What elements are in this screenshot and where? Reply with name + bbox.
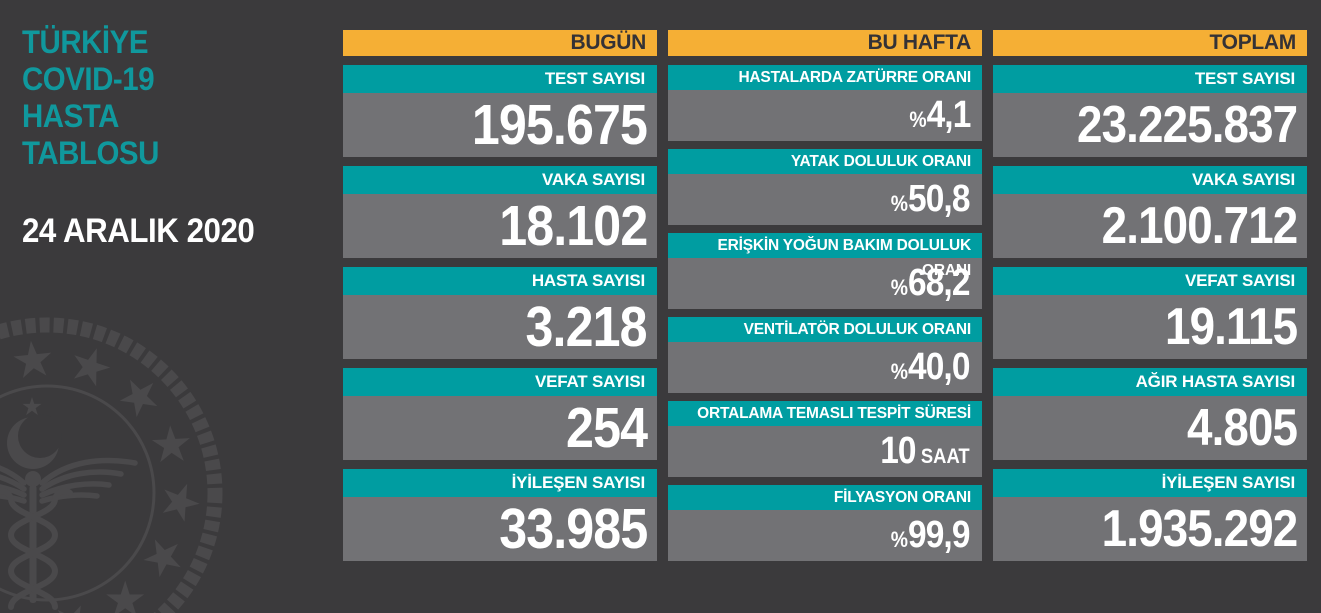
- stat-value-number: 40,0: [908, 346, 970, 388]
- stat-value: %4,1: [668, 90, 982, 141]
- stat-value-prefix: %: [891, 275, 909, 300]
- stat-value: 195.675: [343, 93, 657, 157]
- stat-value-number: 18.102: [498, 194, 648, 258]
- page-title-line: HASTA: [22, 98, 119, 134]
- stat-value-number: 68,2: [908, 262, 970, 304]
- stat-value: 254: [343, 396, 657, 460]
- stat-value: 33.985: [343, 497, 657, 561]
- stat-card-zaturre-orani: HASTALARDA ZATÜRRE ORANI %4,1: [668, 65, 982, 141]
- stat-label: AĞIR HASTA SAYISI: [993, 368, 1307, 396]
- stat-label: VEFAT SAYISI: [343, 368, 657, 396]
- stat-card-vefat-sayisi-bugun: VEFAT SAYISI 254: [343, 368, 657, 460]
- stat-value-number: 10: [880, 430, 917, 472]
- stat-value: 23.225.837: [993, 93, 1307, 157]
- stat-value-number: 99,9: [908, 514, 970, 556]
- stat-value-number: 4.805: [1186, 399, 1298, 457]
- stat-card-filyasyon-orani: FİLYASYON ORANI %99,9: [668, 485, 982, 561]
- ministry-of-health-emblem-watermark-icon: [0, 317, 223, 613]
- stat-label: ORTALAMA TEMASLI TESPİT SÜRESİ: [668, 401, 982, 426]
- page-title: TÜRKİYE COVID-19 HASTA TABLOSU: [22, 24, 159, 172]
- column-header-toplam: TOPLAM: [993, 30, 1307, 56]
- page-title-line: TÜRKİYE: [22, 24, 148, 60]
- stat-label: VEFAT SAYISI: [993, 267, 1307, 295]
- stat-label: VAKA SAYISI: [993, 166, 1307, 194]
- stat-value: 2.100.712: [993, 194, 1307, 258]
- stat-value: %40,0: [668, 342, 982, 393]
- stat-value-number: 195.675: [471, 93, 648, 157]
- column-toplam: TOPLAM TEST SAYISI 23.225.837 VAKA SAYIS…: [993, 30, 1307, 570]
- stat-card-ventilator-doluluk-orani: VENTİLATÖR DOLULUK ORANI %40,0: [668, 317, 982, 393]
- stat-label: YATAK DOLULUK ORANI: [668, 149, 982, 174]
- stat-value-number: 2.100.712: [1101, 197, 1298, 255]
- stat-card-yatak-doluluk-orani: YATAK DOLULUK ORANI %50,8: [668, 149, 982, 225]
- stat-value-prefix: %: [908, 107, 927, 132]
- stat-card-vefat-sayisi-toplam: VEFAT SAYISI 19.115: [993, 267, 1307, 359]
- stat-label: HASTALARDA ZATÜRRE ORANI: [668, 65, 982, 90]
- stat-value-prefix: %: [891, 527, 909, 552]
- stat-value: 10 SAAT: [668, 426, 982, 477]
- column-bugun: BUGÜN TEST SAYISI 195.675 VAKA SAYISI 18…: [343, 30, 657, 570]
- stat-value-number: 23.225.837: [1076, 96, 1298, 154]
- stat-value: %68,2: [668, 258, 982, 309]
- stat-card-iyilesen-sayisi-bugun: İYİLEŞEN SAYISI 33.985: [343, 469, 657, 561]
- stat-label: HASTA SAYISI: [343, 267, 657, 295]
- stat-value: %99,9: [668, 510, 982, 561]
- stat-card-agir-hasta-sayisi: AĞIR HASTA SAYISI 4.805: [993, 368, 1307, 460]
- column-bu-hafta: BU HAFTA HASTALARDA ZATÜRRE ORANI %4,1 Y…: [668, 30, 982, 569]
- stat-card-vaka-sayisi-bugun: VAKA SAYISI 18.102: [343, 166, 657, 258]
- stat-value-prefix: %: [891, 191, 909, 216]
- stat-value: 1.935.292: [993, 497, 1307, 561]
- stat-value-number: 19.115: [1164, 298, 1298, 356]
- page-title-line: COVID-19: [22, 61, 155, 97]
- stat-card-hasta-sayisi-bugun: HASTA SAYISI 3.218: [343, 267, 657, 359]
- report-date: 24 ARALIK 2020: [22, 212, 255, 250]
- stat-label: FİLYASYON ORANI: [668, 485, 982, 510]
- stat-card-yogun-bakim-doluluk-orani: ERİŞKİN YOĞUN BAKIM DOLULUK ORANI %68,2: [668, 233, 982, 309]
- column-header-bugun: BUGÜN: [343, 30, 657, 56]
- stat-card-vaka-sayisi-toplam: VAKA SAYISI 2.100.712: [993, 166, 1307, 258]
- page-title-line: TABLOSU: [22, 135, 159, 171]
- stat-label: İYİLEŞEN SAYISI: [993, 469, 1307, 497]
- stat-value: 4.805: [993, 396, 1307, 460]
- stat-value-number: 1.935.292: [1101, 500, 1298, 558]
- stat-label: TEST SAYISI: [343, 65, 657, 93]
- stat-label: İYİLEŞEN SAYISI: [343, 469, 657, 497]
- stat-label: TEST SAYISI: [993, 65, 1307, 93]
- stat-value-number: 254: [565, 396, 648, 460]
- column-header-bu-hafta: BU HAFTA: [668, 30, 982, 56]
- stat-card-iyilesen-sayisi-toplam: İYİLEŞEN SAYISI 1.935.292: [993, 469, 1307, 561]
- stat-value-number: 4,1: [926, 94, 971, 136]
- stat-label: VENTİLATÖR DOLULUK ORANI: [668, 317, 982, 342]
- stat-card-temasli-tespit-suresi: ORTALAMA TEMASLI TESPİT SÜRESİ 10 SAAT: [668, 401, 982, 477]
- stat-value-number: 33.985: [498, 497, 648, 561]
- stat-card-test-sayisi-toplam: TEST SAYISI 23.225.837: [993, 65, 1307, 157]
- stat-value: 19.115: [993, 295, 1307, 359]
- stat-value: 18.102: [343, 194, 657, 258]
- stat-value-number: 50,8: [908, 178, 970, 220]
- stat-value: %50,8: [668, 174, 982, 225]
- stat-label: ERİŞKİN YOĞUN BAKIM DOLULUK ORANI: [668, 233, 982, 279]
- stat-value-unit: SAAT: [921, 445, 970, 468]
- stat-value-number: 3.218: [525, 295, 648, 359]
- stat-value: 3.218: [343, 295, 657, 359]
- stat-label: VAKA SAYISI: [343, 166, 657, 194]
- stat-card-test-sayisi-bugun: TEST SAYISI 195.675: [343, 65, 657, 157]
- stat-value-prefix: %: [891, 359, 909, 384]
